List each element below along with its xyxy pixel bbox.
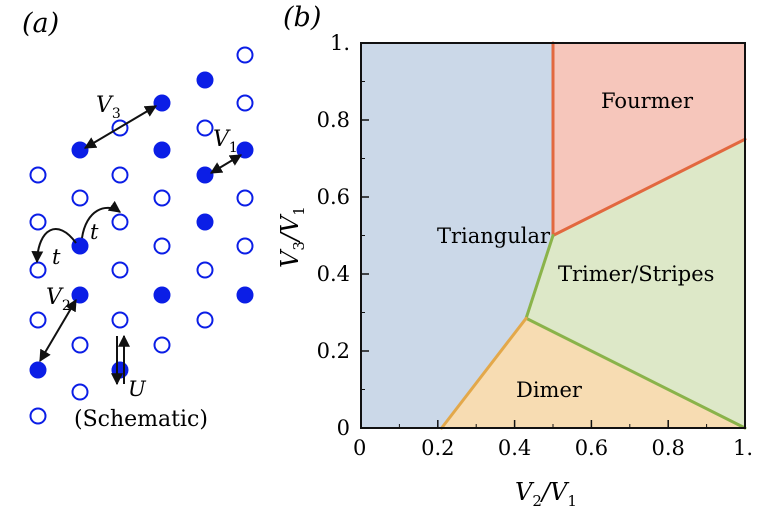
v1-arrow	[209, 154, 243, 174]
hop-arrow-right	[81, 200, 121, 239]
filled-site	[71, 286, 89, 304]
empty-site	[29, 261, 47, 279]
filled-site	[111, 361, 129, 379]
region-dimer	[441, 318, 745, 428]
filled-site	[236, 141, 254, 159]
empty-site	[111, 311, 129, 329]
empty-site	[236, 237, 254, 255]
empty-site	[236, 94, 254, 112]
boundary-triangular-dimer	[440, 316, 528, 430]
x-tick-label: 0.6	[575, 436, 608, 460]
v2-arrow	[39, 298, 77, 363]
schematic-label: (Schematic)	[74, 407, 208, 432]
axis-ticks: 00 0.2 0.2 0.4 0.4 0.6 0.6 0.8 0.8 1. 1.	[317, 31, 753, 460]
y-tick-label: 0.2	[317, 339, 350, 363]
boundary-dimer-trimer	[524, 316, 747, 430]
phase-boundaries	[440, 41, 747, 430]
empty-site	[71, 189, 89, 207]
filled-site	[196, 166, 214, 184]
panel-a-label: (a)	[22, 8, 59, 39]
empty-site	[71, 336, 89, 354]
y-tick-label: 1.	[330, 31, 350, 55]
region-label-trimer: Trimer/Stripes	[558, 262, 714, 286]
empty-site	[196, 261, 214, 279]
x-axis-label: V2/V1	[515, 478, 577, 510]
filled-site	[236, 286, 254, 304]
filled-site	[196, 213, 214, 231]
hop-arrow-left	[31, 228, 77, 264]
v3-label: V3	[96, 93, 121, 122]
t-label-right: t	[90, 220, 99, 244]
filled-site	[29, 361, 47, 379]
empty-site	[29, 407, 47, 425]
empty-site	[29, 166, 47, 184]
region-label-dimer: Dimer	[516, 378, 583, 402]
x-tick-label: 0.2	[421, 436, 454, 460]
region-label-fourmer: Fourmer	[601, 89, 694, 113]
empty-site	[111, 261, 129, 279]
region-label-triangular: Triangular	[437, 224, 551, 248]
region-triangular	[361, 43, 553, 428]
t-label-left: t	[52, 245, 61, 269]
filled-site	[153, 286, 171, 304]
panel-a: (a) V3 V1 V2 t t U (Schematic)	[22, 8, 254, 432]
region-fourmer	[553, 43, 745, 236]
v1-label: V1	[213, 127, 238, 156]
empty-site	[153, 336, 171, 354]
boundary-fourmer-trimer	[551, 137, 747, 237]
v3-arrow	[83, 105, 158, 149]
empty-site	[153, 237, 171, 255]
panel-b-label: (b)	[283, 2, 321, 33]
empty-site	[196, 119, 214, 137]
empty-site	[236, 46, 254, 64]
filled-site	[153, 94, 171, 112]
boundary-triangular-trimer	[524, 234, 555, 320]
empty-site	[29, 311, 47, 329]
u-label: U	[128, 377, 147, 401]
x-tick-label: 0	[353, 436, 366, 460]
empty-site	[29, 213, 47, 231]
phase-regions	[361, 43, 745, 428]
filled-site	[71, 141, 89, 159]
y-tick-label: 0.4	[317, 262, 350, 286]
empty-site	[111, 213, 129, 231]
x-tick-label: 0.8	[651, 436, 684, 460]
y-tick-label: 0	[337, 416, 350, 440]
empty-site	[196, 311, 214, 329]
x-tick-label: 1.	[733, 436, 753, 460]
empty-site	[71, 383, 89, 401]
v2-label: V2	[46, 285, 71, 314]
y-axis-label: V3/V1	[276, 206, 308, 268]
empty-site	[236, 189, 254, 207]
region-trimer	[526, 139, 745, 428]
empty-site	[111, 166, 129, 184]
empty-site	[153, 189, 171, 207]
filled-site	[196, 71, 214, 89]
y-tick-label: 0.8	[317, 108, 350, 132]
y-tick-label: 0.6	[317, 185, 350, 209]
panel-b: (b) 00 0.2 0.2 0.4 0.4 0.6 0.6 0.8 0.8 1. 1. Trian…	[276, 2, 753, 510]
filled-site	[153, 141, 171, 159]
lattice	[29, 46, 254, 425]
x-tick-label: 0.4	[498, 436, 531, 460]
